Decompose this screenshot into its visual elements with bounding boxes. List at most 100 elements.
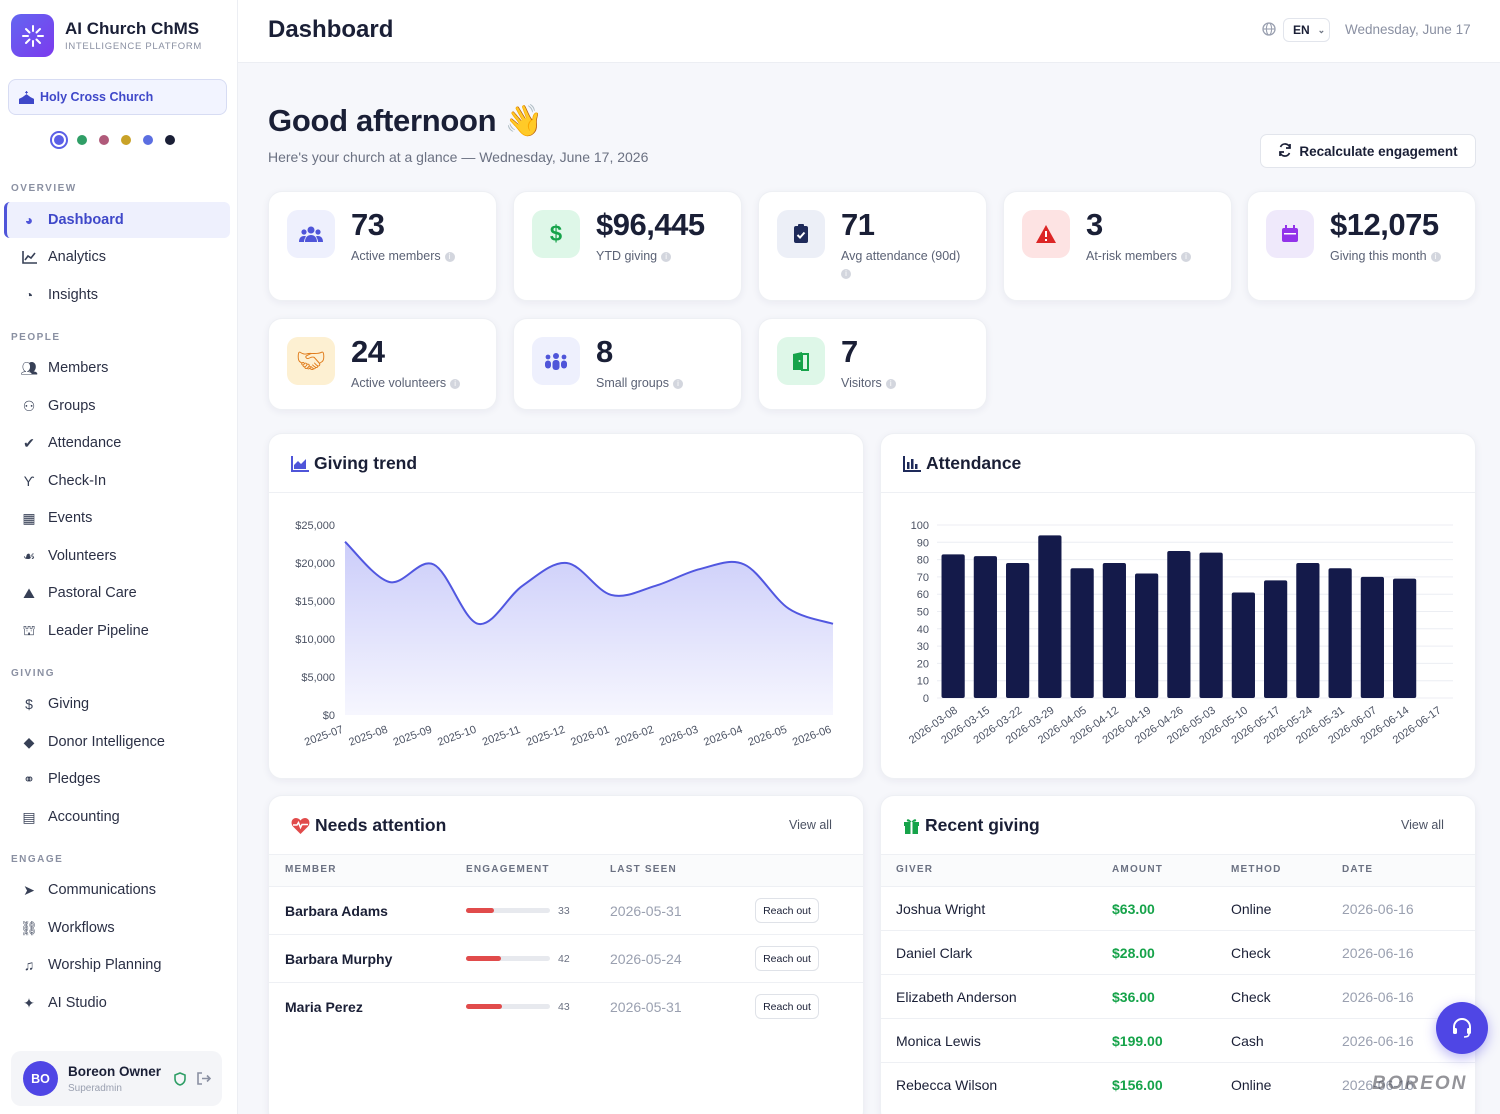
sidebar-item-events[interactable]: ▦ Events bbox=[4, 500, 230, 536]
language-value: EN bbox=[1293, 23, 1310, 37]
sidebar-item-label: Check-In bbox=[48, 473, 107, 489]
sidebar: AI Church ChMS INTELLIGENCE PLATFORM Hol… bbox=[0, 0, 238, 1114]
info-icon[interactable]: i bbox=[661, 251, 672, 262]
attendance-bar bbox=[973, 556, 997, 698]
table-row: Rebecca Wilson $156.00 Online 2026-06-16 bbox=[881, 1062, 1475, 1106]
theme-dot-green[interactable] bbox=[77, 135, 87, 145]
stat-avg-attendance[interactable]: 71 Avg attendance (90d) i bbox=[758, 191, 987, 301]
info-icon[interactable]: i bbox=[672, 378, 683, 389]
language-select[interactable]: EN ⌄ bbox=[1283, 18, 1330, 42]
stat-label: Visitors bbox=[841, 376, 882, 390]
sidebar-item-label: Pastoral Care bbox=[48, 585, 137, 601]
y-tick-label: 90 bbox=[917, 537, 929, 549]
giver-name[interactable]: Rebecca Wilson bbox=[896, 1077, 998, 1093]
user-card[interactable]: BO Boreon Owner Superadmin bbox=[11, 1051, 222, 1106]
attendance-bar bbox=[1231, 592, 1255, 698]
sidebar-item-label: Workflows bbox=[48, 920, 115, 936]
sidebar-item-label: Analytics bbox=[48, 249, 107, 265]
column-header: LAST SEEN bbox=[610, 864, 677, 875]
info-icon[interactable]: i bbox=[841, 269, 851, 279]
giver-name[interactable]: Elizabeth Anderson bbox=[896, 989, 1017, 1005]
sidebar-item-pastoral-care[interactable]: ⛰ Pastoral Care bbox=[4, 575, 230, 611]
stat-active-volunteers[interactable]: 🤝︎ 24 Active volunteers i bbox=[268, 318, 497, 410]
giving-trend-title: Giving trend bbox=[314, 453, 418, 473]
refresh-icon bbox=[1278, 142, 1292, 160]
sidebar-item-worship-planning[interactable]: ♫ Worship Planning bbox=[4, 947, 230, 983]
info-icon[interactable]: i bbox=[885, 378, 896, 389]
reach-out-button[interactable]: Reach out bbox=[755, 898, 819, 923]
view-all-link[interactable]: View all bbox=[789, 818, 832, 832]
brand[interactable]: AI Church ChMS INTELLIGENCE PLATFORM bbox=[11, 14, 202, 57]
stat-at-risk-members[interactable]: 3 At-risk members i bbox=[1003, 191, 1232, 301]
recalculate-label: Recalculate engagement bbox=[1299, 143, 1458, 159]
member-name[interactable]: Maria Perez bbox=[285, 999, 363, 1015]
sidebar-item-check-in[interactable]: ϒ Check-In bbox=[4, 463, 230, 499]
handshake-icon: ⚭ bbox=[23, 770, 35, 787]
sidebar-item-label: Volunteers bbox=[48, 548, 117, 564]
attendance-bar bbox=[1038, 535, 1062, 698]
stat-label: Active volunteers bbox=[351, 376, 447, 390]
giver-name[interactable]: Joshua Wright bbox=[896, 901, 986, 917]
sidebar-item-volunteers[interactable]: ☙ Volunteers bbox=[4, 538, 230, 574]
sidebar-item-dashboard[interactable]: ◕ Dashboard bbox=[4, 202, 230, 238]
handshake-icon: ☙ bbox=[22, 547, 36, 564]
sidebar-item-accounting[interactable]: ▤ Accounting bbox=[4, 799, 230, 835]
view-all-link[interactable]: View all bbox=[1401, 818, 1444, 832]
reach-out-button[interactable]: Reach out bbox=[755, 946, 819, 971]
giving-area-fill bbox=[345, 541, 833, 715]
data-point bbox=[344, 540, 347, 543]
recalculate-button[interactable]: Recalculate engagement bbox=[1260, 134, 1476, 168]
info-icon[interactable]: i bbox=[1430, 251, 1441, 262]
stat-giving-this-month[interactable]: $12,075 Giving this month i bbox=[1247, 191, 1476, 301]
theme-dot-rose[interactable] bbox=[99, 135, 109, 145]
sidebar-item-communications[interactable]: ➤ Communications bbox=[4, 872, 230, 908]
church-selector[interactable]: Holy Cross Church bbox=[8, 79, 227, 115]
sidebar-item-attendance[interactable]: ✔ Attendance bbox=[4, 425, 230, 461]
member-name[interactable]: Barbara Adams bbox=[285, 903, 388, 919]
sidebar-item-insights[interactable]: ◔ Insights bbox=[4, 277, 230, 313]
stat-visitors[interactable]: 7 Visitors i bbox=[758, 318, 987, 410]
sidebar-item-giving[interactable]: $ Giving bbox=[4, 686, 230, 722]
stat-small-groups[interactable]: 8 Small groups i bbox=[513, 318, 742, 410]
sidebar-item-workflows[interactable]: ⛓ Workflows bbox=[4, 910, 230, 946]
giving-trend-chart: $0 $5,000 $10,000 $15,000 $20,000 $25,000 2025… bbox=[295, 520, 834, 749]
info-icon[interactable]: i bbox=[1180, 251, 1191, 262]
table-row: Elizabeth Anderson $36.00 Check 2026-06-… bbox=[881, 974, 1475, 1018]
reach-out-button[interactable]: Reach out bbox=[755, 994, 819, 1019]
attendance-bar bbox=[1070, 568, 1094, 698]
support-chat-button[interactable] bbox=[1436, 1002, 1488, 1054]
member-name[interactable]: Barbara Murphy bbox=[285, 951, 393, 967]
sidebar-item-label: Communications bbox=[48, 882, 156, 898]
sidebar-item-groups[interactable]: ⚇ Groups bbox=[4, 388, 230, 424]
stat-ytd-giving[interactable]: $ $96,445 YTD giving i bbox=[513, 191, 742, 301]
logout-icon[interactable] bbox=[196, 1072, 211, 1085]
sidebar-item-donor-intelligence[interactable]: ◆ Donor Intelligence bbox=[4, 724, 230, 760]
info-icon[interactable]: i bbox=[450, 378, 461, 389]
theme-dot-gold[interactable] bbox=[121, 135, 131, 145]
giver-name[interactable]: Daniel Clark bbox=[896, 945, 973, 961]
shield-icon[interactable] bbox=[174, 1071, 186, 1086]
stat-active-members[interactable]: 73 Active members i bbox=[268, 191, 497, 301]
giver-name[interactable]: Monica Lewis bbox=[896, 1033, 981, 1049]
theme-dot-indigo[interactable] bbox=[50, 131, 68, 149]
info-icon[interactable]: i bbox=[444, 251, 455, 262]
warning-icon bbox=[1022, 210, 1070, 258]
y-tick-label: $25,000 bbox=[295, 520, 335, 532]
bar-chart-icon bbox=[903, 455, 921, 472]
theme-dot-blue[interactable] bbox=[143, 135, 153, 145]
y-tick-label: 50 bbox=[917, 607, 929, 619]
theme-dot-dark[interactable] bbox=[165, 135, 175, 145]
sidebar-item-leader-pipeline[interactable]: ⛫ Leader Pipeline bbox=[4, 613, 230, 649]
gift-amount: $63.00 bbox=[1112, 901, 1155, 917]
sidebar-item-ai-studio[interactable]: ✦ AI Studio bbox=[4, 985, 230, 1021]
brand-subtitle: INTELLIGENCE PLATFORM bbox=[65, 41, 202, 52]
section-giving: GIVING bbox=[11, 668, 56, 679]
table-row: Joshua Wright $63.00 Online 2026-06-16 bbox=[881, 886, 1475, 930]
sidebar-item-label: Groups bbox=[48, 398, 96, 414]
sidebar-item-members[interactable]: 👥︎ Members bbox=[4, 350, 230, 386]
sidebar-item-analytics[interactable]: Analytics bbox=[4, 239, 230, 275]
sidebar-item-label: AI Studio bbox=[48, 995, 107, 1011]
engagement-bar bbox=[466, 1004, 550, 1009]
y-tick-label: 40 bbox=[917, 624, 929, 636]
sidebar-item-pledges[interactable]: ⚭ Pledges bbox=[4, 761, 230, 797]
